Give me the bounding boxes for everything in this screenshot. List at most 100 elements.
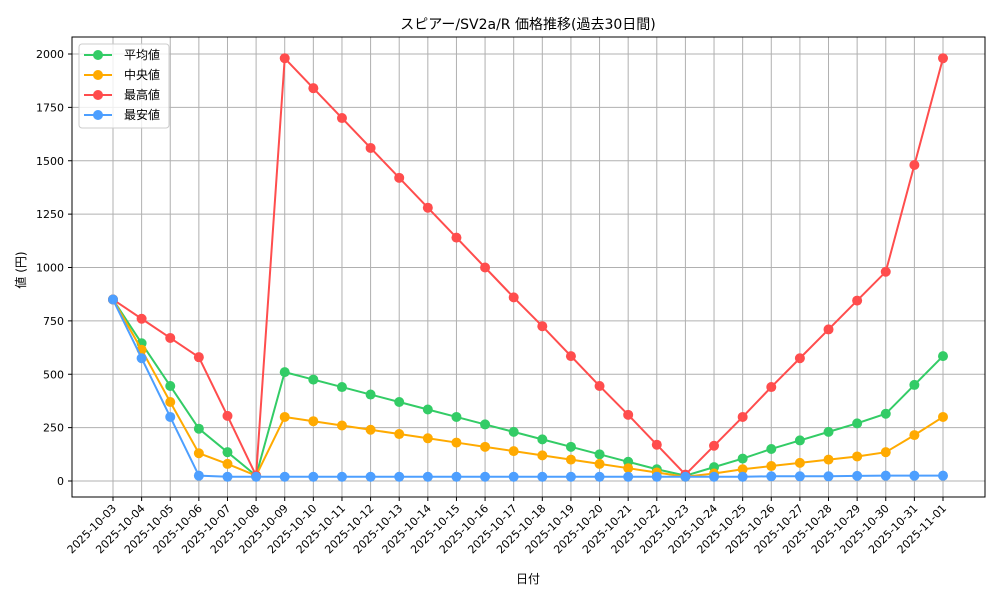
legend-label: 最高値 bbox=[124, 87, 160, 102]
legend-item: 平均値 bbox=[84, 47, 160, 62]
data-point bbox=[852, 451, 863, 462]
data-point bbox=[909, 160, 920, 171]
data-point bbox=[193, 470, 204, 481]
data-point bbox=[222, 458, 233, 469]
data-point bbox=[279, 367, 290, 378]
data-point bbox=[594, 458, 605, 469]
data-point bbox=[422, 433, 433, 444]
data-point bbox=[480, 441, 491, 452]
data-point bbox=[594, 449, 605, 460]
data-point bbox=[766, 443, 777, 454]
data-point bbox=[537, 434, 548, 445]
data-point bbox=[651, 471, 662, 482]
data-point bbox=[165, 332, 176, 343]
data-point bbox=[451, 232, 462, 243]
data-point bbox=[394, 172, 405, 183]
legend-box bbox=[78, 43, 170, 129]
data-point bbox=[565, 441, 576, 452]
data-point bbox=[308, 416, 319, 427]
y-tick-label: 1250 bbox=[36, 208, 64, 221]
series-line bbox=[112, 298, 944, 478]
y-tick-label: 750 bbox=[43, 315, 64, 328]
data-point bbox=[308, 83, 319, 94]
data-point bbox=[537, 471, 548, 482]
data-point bbox=[365, 424, 376, 435]
data-point bbox=[623, 409, 634, 420]
y-tick-label: 0 bbox=[57, 475, 64, 488]
data-point bbox=[852, 295, 863, 306]
data-point bbox=[480, 471, 491, 482]
data-point bbox=[394, 429, 405, 440]
series-lines bbox=[108, 53, 948, 482]
data-point bbox=[451, 471, 462, 482]
data-point bbox=[422, 471, 433, 482]
y-tick-label: 1750 bbox=[36, 101, 64, 114]
legend-marker-icon bbox=[93, 70, 103, 80]
data-point bbox=[938, 411, 948, 422]
data-point bbox=[594, 380, 605, 391]
data-point bbox=[938, 351, 948, 362]
data-point bbox=[222, 447, 233, 458]
y-tick-label: 1500 bbox=[36, 155, 64, 168]
data-point bbox=[108, 294, 118, 305]
data-point bbox=[251, 471, 262, 482]
series-2 bbox=[108, 53, 948, 481]
data-point bbox=[165, 380, 176, 391]
data-point bbox=[623, 463, 634, 474]
y-axis: 0 250 500 750 1000 1250 1500 1750 2000 bbox=[36, 48, 72, 488]
data-point bbox=[823, 426, 834, 437]
y-axis-label: 値 (円) bbox=[13, 251, 28, 288]
data-point bbox=[279, 471, 290, 482]
data-point bbox=[737, 471, 748, 482]
y-tick-label: 250 bbox=[43, 422, 64, 435]
data-point bbox=[938, 53, 948, 64]
data-point bbox=[451, 437, 462, 448]
data-point bbox=[336, 420, 347, 431]
series-3 bbox=[108, 294, 948, 482]
data-point bbox=[823, 471, 834, 482]
data-point bbox=[709, 440, 720, 451]
legend-label: 中央値 bbox=[124, 67, 160, 82]
data-point bbox=[222, 471, 233, 482]
data-point bbox=[794, 457, 805, 468]
data-point bbox=[480, 419, 491, 430]
data-point bbox=[880, 447, 891, 458]
legend-item: 中央値 bbox=[84, 67, 160, 82]
y-tick-label: 1000 bbox=[36, 262, 64, 275]
data-point bbox=[365, 389, 376, 400]
y-tick-label: 500 bbox=[43, 368, 64, 381]
data-point bbox=[480, 262, 491, 273]
data-point bbox=[308, 471, 319, 482]
y-tick-label: 2000 bbox=[36, 48, 64, 61]
legend-marker-icon bbox=[93, 90, 103, 100]
data-point bbox=[737, 464, 748, 475]
data-point bbox=[193, 352, 204, 363]
series-line bbox=[112, 299, 943, 478]
x-axis: 2025-10-032025-10-042025-10-052025-10-06… bbox=[65, 497, 949, 556]
data-point bbox=[565, 454, 576, 465]
data-point bbox=[365, 471, 376, 482]
data-point bbox=[222, 410, 233, 421]
data-point bbox=[909, 470, 920, 481]
data-point bbox=[336, 471, 347, 482]
data-point bbox=[451, 411, 462, 422]
data-point bbox=[136, 313, 147, 324]
data-point bbox=[880, 470, 891, 481]
x-axis-label: 日付 bbox=[516, 572, 540, 586]
data-point bbox=[136, 353, 147, 364]
data-point bbox=[794, 353, 805, 364]
data-point bbox=[508, 426, 519, 437]
data-point bbox=[623, 471, 634, 482]
data-point bbox=[165, 411, 176, 422]
data-point bbox=[308, 374, 319, 385]
data-point bbox=[709, 471, 720, 482]
series-1 bbox=[108, 294, 948, 482]
data-point bbox=[823, 324, 834, 335]
data-point bbox=[766, 461, 777, 472]
legend-marker-icon bbox=[93, 50, 103, 60]
data-point bbox=[193, 448, 204, 459]
data-point bbox=[737, 453, 748, 464]
data-point bbox=[594, 471, 605, 482]
